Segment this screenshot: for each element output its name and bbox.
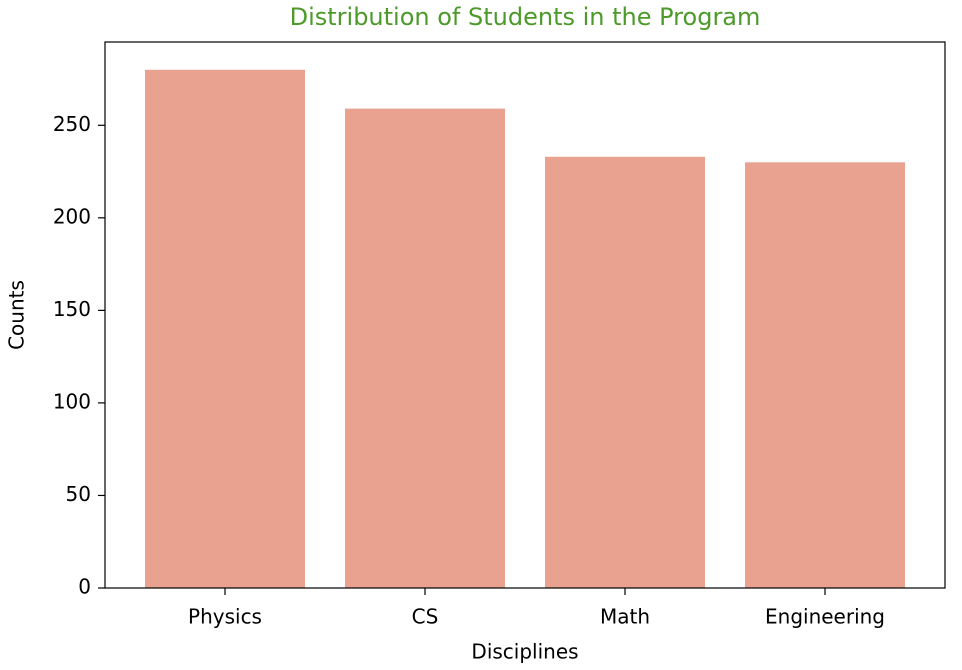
bar: [745, 162, 905, 588]
x-tick-label: Engineering: [765, 605, 885, 629]
chart-title: Distribution of Students in the Program: [290, 3, 761, 31]
y-tick-label: 50: [66, 482, 91, 506]
x-tick-label: Physics: [188, 605, 262, 629]
y-tick-label: 100: [53, 389, 91, 413]
y-tick-label: 250: [53, 112, 91, 136]
x-axis-label: Disciplines: [471, 640, 578, 664]
bar: [545, 156, 705, 588]
bar: [345, 108, 505, 589]
x-tick-label: CS: [412, 605, 439, 629]
y-axis-label: Counts: [5, 280, 29, 350]
plot-frame: [104, 41, 946, 589]
bar: [145, 69, 305, 589]
y-tick-label: 200: [53, 204, 91, 228]
x-tick-label: Math: [600, 605, 650, 629]
y-tick-label: 0: [78, 575, 91, 599]
y-tick-label: 150: [53, 297, 91, 321]
